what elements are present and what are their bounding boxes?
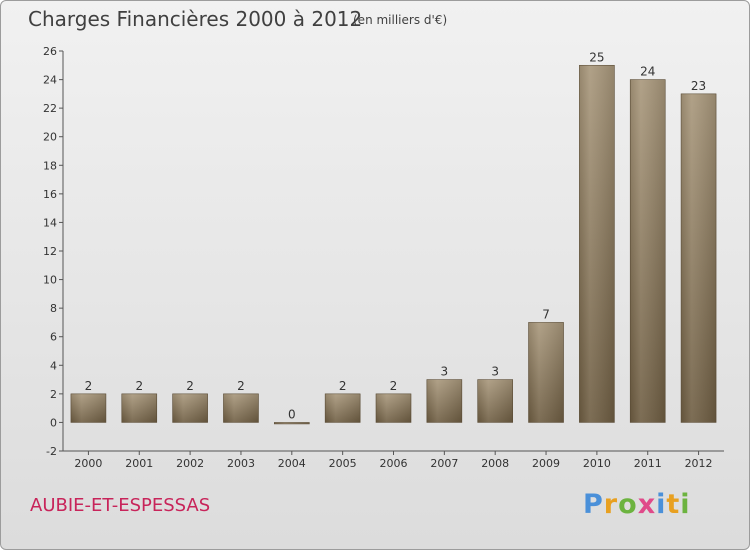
bar-shine xyxy=(376,393,411,423)
bar-shine xyxy=(630,79,666,423)
y-tick-label: 26 xyxy=(43,45,57,58)
x-tick-label: 2002 xyxy=(176,457,204,470)
x-tick-label: 2003 xyxy=(227,457,255,470)
logo-letter: x xyxy=(637,489,657,520)
bar-shine xyxy=(70,393,106,423)
bar-shine xyxy=(477,379,513,423)
y-tick-label: 10 xyxy=(43,274,57,287)
data-label: 23 xyxy=(691,79,706,93)
y-tick-label: 14 xyxy=(43,216,57,229)
bar-shine xyxy=(172,393,208,423)
data-label: 2 xyxy=(237,379,245,393)
logo-letter: i xyxy=(656,489,667,520)
bar-shine xyxy=(274,422,310,424)
logo-letter: P xyxy=(583,489,604,520)
y-tick-label: 18 xyxy=(43,159,57,172)
y-tick-label: 8 xyxy=(50,302,57,315)
logo-letter: i xyxy=(680,489,691,520)
y-tick-label: 16 xyxy=(43,188,57,201)
data-label: 2 xyxy=(339,379,347,393)
data-label: 7 xyxy=(542,307,550,321)
data-label: 3 xyxy=(441,365,449,379)
x-tick-label: 2011 xyxy=(634,457,662,470)
proxiti-logo: Proxiti xyxy=(583,489,691,520)
y-tick-label: 6 xyxy=(50,331,57,344)
data-label: 3 xyxy=(491,365,499,379)
x-tick-label: 2001 xyxy=(125,457,153,470)
logo-letter: r xyxy=(603,489,619,520)
y-tick-label: -2 xyxy=(46,445,57,458)
data-label: 2 xyxy=(85,379,93,393)
bar-shine xyxy=(681,93,717,423)
commune-name: AUBIE-ET-ESPESSAS xyxy=(30,495,211,516)
y-tick-label: 2 xyxy=(50,388,57,401)
y-tick-label: 22 xyxy=(43,102,57,115)
bar-shine xyxy=(426,379,462,423)
data-label: 2 xyxy=(186,379,194,393)
bar-shine xyxy=(579,65,615,423)
logo-letter: t xyxy=(666,489,681,520)
x-tick-label: 2006 xyxy=(380,457,408,470)
y-tick-label: 4 xyxy=(50,359,57,372)
data-label: 0 xyxy=(288,407,296,421)
bar-shine xyxy=(325,393,361,423)
y-tick-label: 12 xyxy=(43,245,57,258)
x-tick-label: 2009 xyxy=(532,457,560,470)
data-label: 2 xyxy=(390,379,398,393)
x-tick-label: 2004 xyxy=(278,457,306,470)
y-tick-label: 20 xyxy=(43,131,57,144)
x-tick-label: 2012 xyxy=(685,457,713,470)
bar-shine xyxy=(223,393,259,423)
x-tick-label: 2010 xyxy=(583,457,611,470)
chart-title: Charges Financières 2000 à 2012 xyxy=(28,7,363,31)
bar-shine xyxy=(528,322,564,423)
logo-letter: o xyxy=(618,489,638,520)
x-tick-label: 2005 xyxy=(329,457,357,470)
chart-subtitle: (en milliers d'€) xyxy=(353,13,448,27)
x-tick-label: 2007 xyxy=(430,457,458,470)
x-tick-label: 2008 xyxy=(481,457,509,470)
x-tick-label: 2000 xyxy=(74,457,102,470)
y-tick-label: 0 xyxy=(50,416,57,429)
bar-shine xyxy=(121,393,157,423)
data-label: 25 xyxy=(589,50,604,64)
data-label: 2 xyxy=(135,379,143,393)
data-label: 24 xyxy=(640,65,655,79)
y-tick-label: 24 xyxy=(43,74,57,87)
